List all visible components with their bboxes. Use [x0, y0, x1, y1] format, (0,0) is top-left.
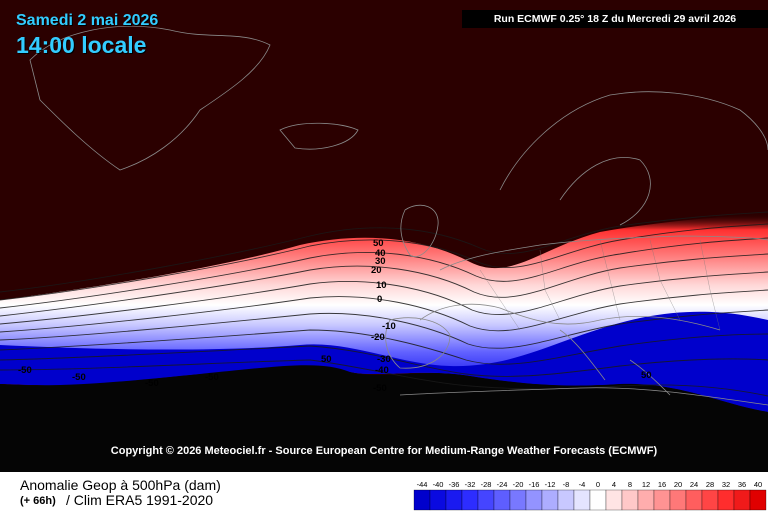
- color-scale-swatch: [493, 489, 511, 511]
- color-scale-swatch: [621, 489, 639, 511]
- contour-label: -50: [373, 383, 387, 394]
- color-scale-swatch: [429, 489, 447, 511]
- color-scale-tick-label: -32: [465, 480, 476, 489]
- color-scale-swatch: [605, 489, 623, 511]
- color-scale-tick-label: -40: [433, 480, 444, 489]
- legend-title: Anomalie Geop à 500hPa (dam): [20, 477, 221, 493]
- color-scale-tick-label: -16: [529, 480, 540, 489]
- country-borders: [479, 239, 721, 331]
- contour-label: -50: [205, 372, 219, 383]
- contour-lines: [0, 211, 768, 397]
- color-scale-tick-label: -4: [579, 480, 586, 489]
- color-scale-tick-label: 24: [690, 480, 698, 489]
- color-scale-tick-label: -24: [497, 480, 508, 489]
- color-scale-tick-label: 40: [754, 480, 762, 489]
- legend-lead-time: (+ 66h): [20, 495, 56, 507]
- contour-label: 0: [377, 294, 382, 305]
- color-scale-tick-label: -36: [449, 480, 460, 489]
- color-scale-tick-label: 12: [642, 480, 650, 489]
- color-scale-swatch: [413, 489, 431, 511]
- run-info-banner: Run ECMWF 0.25° 18 Z du Mercredi 29 avri…: [462, 10, 768, 28]
- contour-label: 10: [376, 280, 387, 291]
- color-scale-tick-label: 8: [628, 480, 632, 489]
- color-scale-tick-label: -20: [513, 480, 524, 489]
- contour-label: 20: [371, 265, 382, 276]
- contour-label: 50: [321, 354, 332, 365]
- contour-label: -10: [382, 321, 396, 332]
- contour-label: 30: [375, 256, 386, 267]
- color-scale-tick-label: 4: [612, 480, 616, 489]
- color-scale-tick-label: 20: [674, 480, 682, 489]
- contour-label: -50: [72, 372, 86, 383]
- contour-label: -50: [18, 365, 32, 376]
- coastlines: [29, 25, 768, 406]
- color-scale-swatch: [589, 489, 607, 511]
- color-scale-tick-label: -12: [545, 480, 556, 489]
- color-scale-swatch: [637, 489, 655, 511]
- color-scale-swatch: [445, 489, 463, 511]
- contour-label-group: 50 40 30 20 10 0 -10 -20 -30 -40 -50 -50…: [18, 238, 652, 394]
- color-scale-swatch: [509, 489, 527, 511]
- color-scale-swatch: [717, 489, 735, 511]
- forecast-local-time: 14:00 locale: [16, 32, 147, 58]
- color-scale-swatch: [573, 489, 591, 511]
- contour-label: 40: [375, 248, 386, 259]
- contour-label: -30: [377, 354, 391, 365]
- contour-label: 50: [641, 370, 652, 381]
- color-scale-swatch: [653, 489, 671, 511]
- color-scale-swatch: [461, 489, 479, 511]
- contour-label: -40: [375, 365, 389, 376]
- color-scale-swatch: [685, 489, 703, 511]
- color-scale-swatch: [669, 489, 687, 511]
- color-scale-tick-label: -28: [481, 480, 492, 489]
- negative-core: [0, 311, 768, 412]
- color-scale-swatch: [477, 489, 495, 511]
- color-scale-swatch: [557, 489, 575, 511]
- color-scale: -44 -40 -36 -32 -28 -24 -20 -16 -12 -8 -4 0 4 8 12 16 20…: [413, 480, 767, 511]
- color-scale-swatch: [541, 489, 559, 511]
- legend-panel: Anomalie Geop à 500hPa (dam) (+ 66h) / C…: [0, 472, 768, 512]
- lower-dark-region: [0, 365, 768, 472]
- anomaly-map: 50 40 30 20 10 0 -10 -20 -30 -40 -50 -50…: [0, 0, 768, 472]
- color-scale-swatch: [701, 489, 719, 511]
- color-scale-swatch: [733, 489, 751, 511]
- color-scale-swatch: [749, 489, 767, 511]
- forecast-date: Samedi 2 mai 2026: [16, 12, 159, 29]
- color-scale-tick-label: 28: [706, 480, 714, 489]
- color-scale-tick-label: -44: [417, 480, 428, 489]
- legend-climatology: / Clim ERA5 1991-2020: [66, 492, 214, 508]
- color-scale-tick-label: 0: [596, 480, 600, 489]
- contour-label: -20: [371, 332, 385, 343]
- color-scale-swatch: [525, 489, 543, 511]
- color-scale-tick-label: 32: [722, 480, 730, 489]
- color-scale-tick-label: 36: [738, 480, 746, 489]
- color-scale-tick-label: -8: [563, 480, 570, 489]
- color-scale-tick-label: 16: [658, 480, 666, 489]
- contour-label: 50: [373, 238, 384, 249]
- contour-label: -50: [145, 378, 159, 389]
- copyright-text: Copyright © 2026 Meteociel.fr - Source E…: [110, 445, 658, 457]
